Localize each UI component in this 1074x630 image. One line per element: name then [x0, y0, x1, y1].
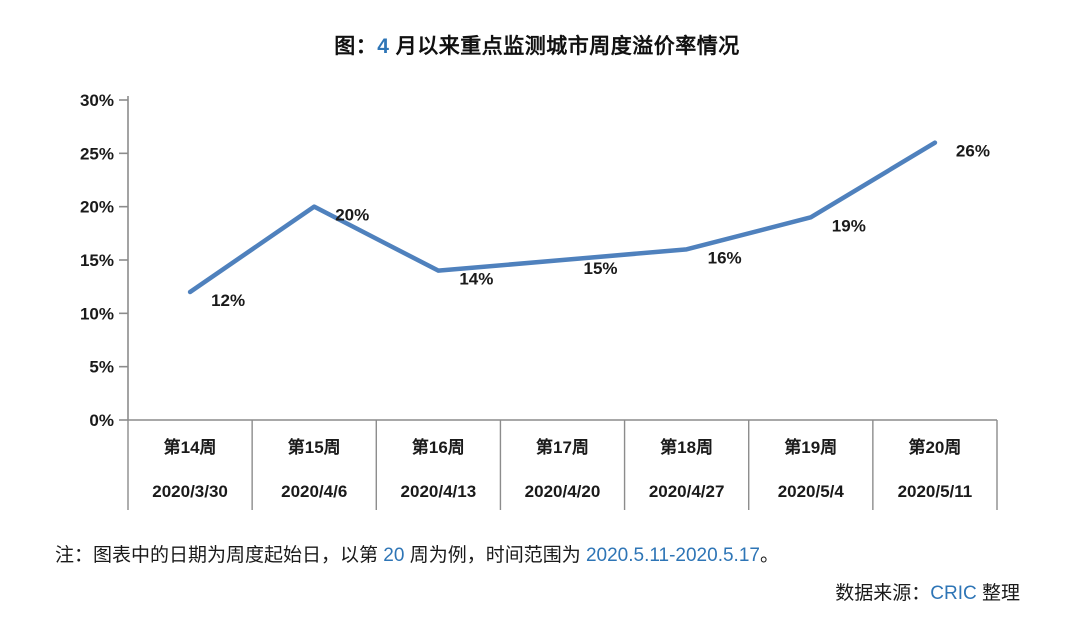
chart-title: 图：4 月以来重点监测城市周度溢价率情况 — [0, 30, 1074, 60]
y-axis-label: 0% — [89, 411, 114, 430]
x-axis-week-label: 第18周 — [660, 437, 713, 457]
chart-title-text: 月以来重点监测城市周度溢价率情况 — [389, 35, 740, 58]
data-point-label: 26% — [956, 142, 990, 161]
data-point-label: 15% — [584, 259, 618, 278]
x-axis-week-label: 第19周 — [784, 437, 837, 457]
data-point-label: 16% — [708, 248, 742, 267]
x-axis-date-label: 2020/5/4 — [778, 482, 845, 501]
data-source-name: CRIC — [930, 583, 977, 604]
data-point-label: 12% — [211, 291, 245, 310]
x-axis-date-label: 2020/4/6 — [281, 482, 347, 501]
footnote: 注：图表中的日期为周度起始日，以第 20 周为例，时间范围为 2020.5.11… — [55, 540, 1035, 567]
x-axis-date-label: 2020/4/20 — [525, 482, 601, 501]
x-axis-week-label: 第16周 — [412, 437, 465, 457]
data-point-label: 20% — [335, 206, 369, 225]
y-axis-label: 10% — [80, 304, 114, 323]
x-axis-date-label: 2020/3/30 — [152, 482, 228, 501]
data-point-label: 19% — [832, 216, 866, 235]
x-axis-week-label: 第17周 — [536, 437, 589, 457]
x-axis-week-label: 第20周 — [908, 437, 961, 457]
x-axis-week-label: 第14周 — [164, 437, 217, 457]
footnote-text-3: 。 — [759, 545, 779, 566]
data-source-label: 数据来源： — [835, 583, 931, 604]
x-axis-date-label: 2020/5/11 — [898, 482, 973, 501]
chart-title-number: 4 — [377, 35, 390, 58]
footnote-date-range: 2020.5.11-2020.5.17 — [585, 545, 760, 566]
x-axis-date-label: 2020/4/13 — [401, 482, 477, 501]
x-axis-week-label: 第15周 — [288, 437, 341, 457]
chart-title-prefix: 图： — [334, 35, 378, 58]
x-axis-date-label: 2020/4/27 — [649, 482, 725, 501]
data-point-label: 14% — [459, 270, 493, 289]
footnote-text-1: 注：图表中的日期为周度起始日，以第 — [55, 545, 384, 566]
series-line — [187, 140, 938, 295]
y-axis-label: 30% — [80, 91, 114, 110]
y-axis-label: 5% — [89, 358, 114, 377]
footnote-text-2: 周为例，时间范围为 — [404, 545, 586, 566]
data-source: 数据来源：CRIC 整理 — [40, 578, 1020, 605]
y-axis-label: 20% — [80, 198, 114, 217]
y-axis-label: 25% — [80, 144, 114, 163]
data-source-suffix: 整理 — [976, 583, 1020, 604]
footnote-week-number: 20 — [383, 545, 405, 566]
y-axis-label: 15% — [80, 251, 114, 270]
